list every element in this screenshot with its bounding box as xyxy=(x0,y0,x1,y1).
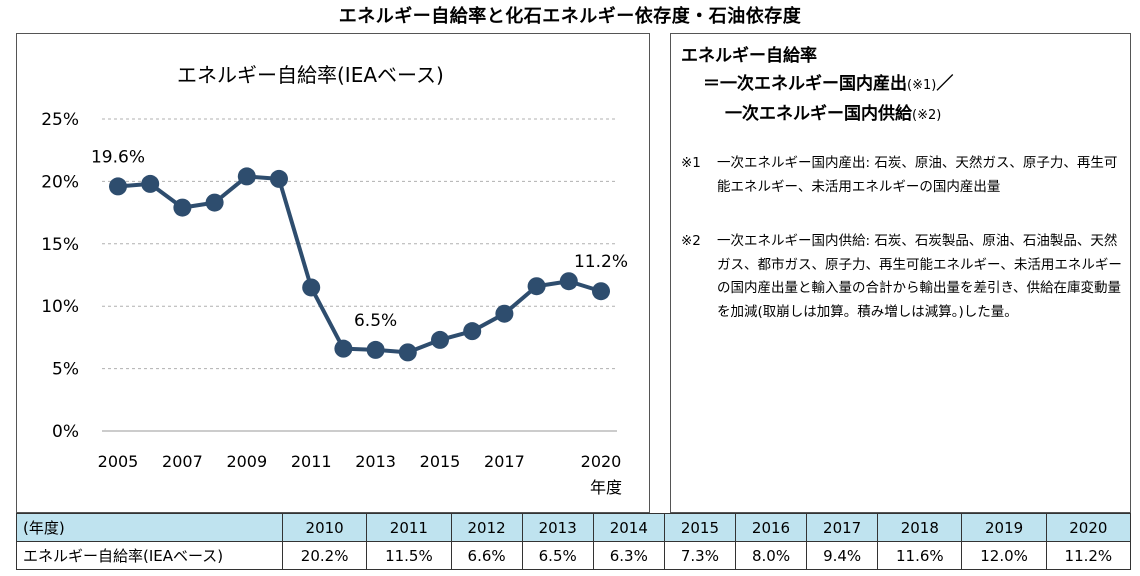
formula-title: エネルギー自給率 xyxy=(681,46,817,66)
data-point-marker xyxy=(463,322,482,341)
definition-panel: エネルギー自給率 ＝一次エネルギー国内産出(※1)／ 一次エネルギー国内供給(※… xyxy=(670,33,1131,513)
data-point-marker xyxy=(431,330,449,349)
data-label: 6.5% xyxy=(354,311,397,331)
table-cell: 12.0% xyxy=(961,541,1047,570)
y-tick-label: 0% xyxy=(52,422,79,442)
x-tick-label: 2011 xyxy=(291,452,332,471)
data-markers xyxy=(109,167,610,362)
table-year: 2014 xyxy=(592,513,665,542)
data-point-marker xyxy=(173,198,192,217)
note-1-mark: ※1 xyxy=(681,155,701,171)
table-year: 2017 xyxy=(806,513,879,542)
x-tick-label: 2007 xyxy=(162,452,203,471)
data-label: 11.2% xyxy=(574,252,628,272)
table-year: 2010 xyxy=(281,513,368,542)
table-cell: 6.3% xyxy=(592,541,665,570)
formula-denominator: 一次エネルギー国内供給(※2) xyxy=(681,100,953,130)
x-tick-label: 2015 xyxy=(420,452,461,471)
chart-title: エネルギー自給率(IEAベース) xyxy=(177,63,444,87)
table-header-row: (年度) 2010 2011 2012 2013 2014 2015 2016 … xyxy=(16,513,1132,542)
table-year: 2020 xyxy=(1045,513,1132,542)
note-1-text: 一次エネルギー国内産出: 石炭、原油、天然ガス、原子力、再生可能エネルギー、未活… xyxy=(717,155,1118,195)
series-line xyxy=(117,174,602,355)
table-cell: 20.2% xyxy=(281,541,368,570)
y-tick-label: 25% xyxy=(41,110,79,130)
self-sufficiency-line-chart: エネルギー自給率(IEAベース) 0%5%10%15%20%25% 2005 20… xyxy=(41,63,628,497)
x-tick-label: 2020 xyxy=(581,452,622,471)
chart-panel: エネルギー自給率(IEAベース) 0% 5% 10% 15% 20% 25% 2005 20… xyxy=(16,33,650,513)
table-cell: 8.0% xyxy=(734,541,808,570)
data-point-marker xyxy=(270,169,288,188)
formula: エネルギー自給率 ＝一次エネルギー国内産出(※1)／ 一次エネルギー国内供給(※… xyxy=(681,42,953,130)
y-tick-label: 5% xyxy=(52,360,79,380)
data-point-marker xyxy=(109,177,127,196)
formula-numerator-text: ＝一次エネルギー国内産出 xyxy=(703,74,907,94)
note-2-mark: ※2 xyxy=(681,233,701,249)
data-labels: 19.6% 6.5% 11.2% xyxy=(91,147,628,330)
data-point-marker xyxy=(366,340,385,359)
formula-divider: ／ xyxy=(936,74,954,94)
note-2: ※2 一次エネルギー国内供給: 石炭、石炭製品、原油、石油製品、天然ガス、都市ガ… xyxy=(681,230,1123,324)
note-2-text: 一次エネルギー国内供給: 石炭、石炭製品、原油、石油製品、天然ガス、都市ガス、原… xyxy=(717,233,1122,320)
data-point-marker xyxy=(334,339,353,358)
table-header-label: (年度) xyxy=(16,513,283,542)
table-cell: 11.2% xyxy=(1045,541,1132,570)
data-point-marker xyxy=(559,272,578,291)
y-tick-label: 10% xyxy=(41,297,79,317)
x-axis-unit: 年度 xyxy=(590,478,622,497)
table-year: 2015 xyxy=(663,513,736,542)
table-cell: 9.4% xyxy=(806,541,879,570)
formula-denominator-note: (※2) xyxy=(912,108,942,123)
table-cell: 11.6% xyxy=(877,541,963,570)
data-point-marker xyxy=(205,193,224,212)
data-point-marker xyxy=(141,174,160,193)
table-row: エネルギー自給率(IEAベース) 20.2% 11.5% 6.6% 6.5% 6… xyxy=(16,541,1132,570)
table-year: 2011 xyxy=(366,513,452,542)
x-tick-label: 2017 xyxy=(484,452,525,471)
data-point-marker xyxy=(398,343,417,362)
series-polyline xyxy=(117,174,602,355)
y-axis-ticks: 0% 5% 10% 15% 20% 25% xyxy=(41,110,79,442)
table-year: 2012 xyxy=(450,513,523,542)
table-row-label: エネルギー自給率(IEAベース) xyxy=(16,541,283,570)
data-table: (年度) 2010 2011 2012 2013 2014 2015 2016 … xyxy=(16,513,1132,570)
data-point-marker xyxy=(237,167,256,186)
data-point-marker xyxy=(527,277,546,296)
table-year: 2019 xyxy=(961,513,1047,542)
formula-denominator-text: 一次エネルギー国内供給 xyxy=(725,104,912,124)
y-tick-label: 15% xyxy=(41,235,79,255)
data-label: 19.6% xyxy=(91,147,145,167)
table-cell: 6.5% xyxy=(521,541,594,570)
formula-numerator: ＝一次エネルギー国内産出(※1)／ xyxy=(681,70,953,100)
table-cell: 6.6% xyxy=(450,541,523,570)
x-tick-label: 2009 xyxy=(226,452,267,471)
table-cell: 7.3% xyxy=(663,541,736,570)
table-year: 2013 xyxy=(521,513,594,542)
gridlines xyxy=(102,118,617,432)
x-tick-label: 2013 xyxy=(355,452,396,471)
data-point-marker xyxy=(592,282,610,301)
note-1: ※1 一次エネルギー国内産出: 石炭、原油、天然ガス、原子力、再生可能エネルギー… xyxy=(681,152,1123,199)
data-point-marker xyxy=(495,304,514,323)
table-cell: 11.5% xyxy=(366,541,452,570)
x-tick-label: 2005 xyxy=(98,452,139,471)
data-point-marker xyxy=(302,278,321,297)
y-tick-label: 20% xyxy=(41,172,79,192)
x-axis-ticks: 2005 2007 2009 2011 2013 2015 2017 2020 xyxy=(98,452,622,471)
table-year: 2018 xyxy=(877,513,963,542)
page-title: エネルギー自給率と化石エネルギー依存度・石油依存度 xyxy=(338,6,802,27)
table-year: 2016 xyxy=(734,513,808,542)
formula-numerator-note: (※1) xyxy=(907,78,937,93)
